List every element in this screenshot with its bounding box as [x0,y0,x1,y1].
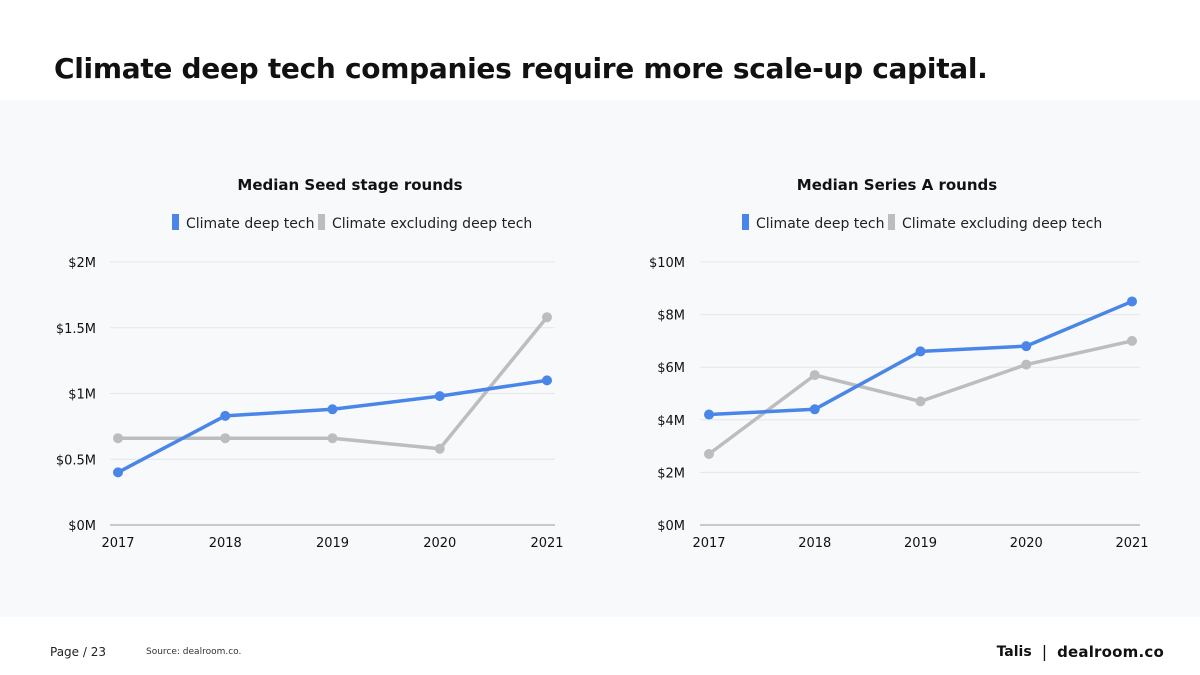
legend-swatch-2 [888,214,895,230]
legend-label-1: Climate deep tech [186,216,314,232]
source-note: Source: dealroom.co. [146,647,242,657]
x-tick-label: 2020 [423,536,456,551]
data-point [915,396,926,407]
x-tick-label: 2019 [904,536,937,551]
y-tick-label: $10M [649,256,685,271]
legend-swatch-2 [318,214,325,230]
legend-label-1: Climate deep tech [756,216,884,232]
data-point [809,370,820,381]
chart-title: Median Seed stage rounds [237,176,462,194]
data-point [1127,335,1137,346]
data-point [113,433,123,444]
y-tick-label: $4M [657,414,685,429]
data-point [542,375,552,386]
brand-logos: Talis | dealroom.co [997,642,1164,661]
page-label: Page [50,645,80,659]
y-tick-label: $2M [68,256,96,271]
data-point [434,391,445,402]
data-point [704,409,714,420]
talis-logo: Talis [996,643,1032,660]
y-tick-label: $0M [657,519,685,534]
x-tick-label: 2019 [316,536,349,551]
x-tick-label: 2020 [1010,536,1043,551]
data-point [1127,296,1137,307]
data-point [915,346,926,357]
data-point [809,404,820,415]
y-tick-label: $0M [68,519,96,534]
x-tick-label: 2018 [798,536,831,551]
data-point [542,312,552,323]
data-point [327,433,338,444]
y-tick-label: $1.5M [56,322,96,337]
data-point [1021,341,1032,352]
chart-1: Median Seed stage rounds Climate deep tec… [56,176,564,551]
x-tick-label: 2018 [209,536,242,551]
y-tick-label: $2M [657,466,685,481]
y-tick-label: $1M [68,388,96,403]
legend-label-2: Climate excluding deep tech [902,216,1102,232]
data-point [327,404,338,415]
page-total: / 23 [82,645,107,659]
x-tick-label: 2021 [1115,536,1148,551]
y-tick-label: $0.5M [56,453,96,468]
data-point [113,467,123,478]
x-tick-label: 2021 [530,536,563,551]
chart-title: Median Series A rounds [797,176,997,194]
x-tick-label: 2017 [101,536,134,551]
dealroom-logo: dealroom.co [1057,642,1164,661]
page-number: Page / 23 [50,645,106,659]
legend-swatch-1 [742,214,749,230]
legend-swatch-1 [172,214,179,230]
y-tick-label: $8M [657,309,685,324]
data-point [220,410,231,421]
x-tick-label: 2017 [692,536,725,551]
data-point [1021,359,1032,370]
data-point [704,448,714,459]
chart-2: Median Series A rounds Climate deep tech C… [649,176,1149,551]
series-line-2 [118,316,549,451]
data-point [434,443,445,454]
page-title: Climate deep tech companies require more… [54,52,988,85]
brand-separator: | [1041,642,1048,661]
footer [0,618,1200,675]
data-point [220,433,231,444]
legend-label-2: Climate excluding deep tech [332,216,532,232]
charts-panel [0,100,1200,617]
y-tick-label: $6M [657,361,685,376]
